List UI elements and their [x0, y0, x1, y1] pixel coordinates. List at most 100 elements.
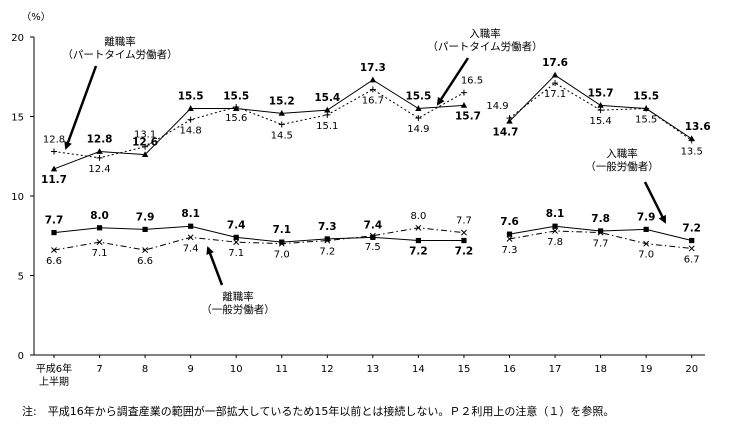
- data-label: 15.7: [588, 87, 614, 99]
- data-label: 14.8: [180, 126, 202, 137]
- plus-marker: [96, 154, 103, 161]
- series-line: [53, 227, 465, 251]
- data-label: 7.1: [92, 248, 108, 259]
- plus-marker: [552, 80, 559, 87]
- x-marker: [369, 232, 376, 239]
- data-label: 8.0: [90, 210, 109, 222]
- triangle-marker: [369, 76, 377, 83]
- series-layer: [50, 71, 695, 254]
- triangle-marker: [187, 105, 194, 111]
- y-tick-label: 0: [18, 351, 24, 362]
- square-marker: [643, 226, 649, 232]
- annotation-2: 入職率（一般労働者）: [585, 147, 667, 224]
- data-label: 7.7: [45, 215, 64, 227]
- square-marker: [96, 225, 103, 231]
- data-label: 7.0: [274, 250, 290, 261]
- data-label: 7.4: [364, 219, 383, 231]
- data-label: 17.1: [544, 89, 566, 100]
- series-1: [50, 71, 695, 172]
- x-tick-label: 13: [366, 364, 379, 375]
- data-label: 12.8: [87, 133, 113, 145]
- data-label: 14.7: [493, 126, 519, 138]
- annotation-text: （一般労働者）: [201, 303, 275, 316]
- x-marker: [96, 239, 103, 246]
- square-marker: [279, 239, 285, 245]
- x-marker: [460, 229, 467, 236]
- series-line: [509, 230, 692, 249]
- data-label: 12.8: [43, 134, 65, 145]
- data-label: 7.7: [593, 239, 609, 250]
- annotation-text: （パートタイム労働者）: [62, 48, 177, 61]
- annotation-text: （一般労働者）: [585, 160, 659, 173]
- data-label: 15.2: [269, 95, 295, 107]
- data-label: 7.8: [591, 213, 610, 225]
- square-marker: [370, 234, 376, 240]
- triangle-marker: [551, 71, 559, 78]
- triangle-marker: [642, 105, 650, 111]
- data-label: 7.1: [228, 248, 244, 259]
- y-axis-label: （%）: [21, 11, 51, 23]
- series-line: [53, 88, 465, 159]
- square-marker: [598, 228, 604, 234]
- triangle-marker: [324, 106, 331, 113]
- x-marker: [597, 229, 604, 236]
- y-tick-label: 10: [11, 192, 24, 203]
- data-label: 7.7: [456, 216, 472, 227]
- square-marker: [415, 237, 421, 244]
- series-2: [51, 223, 695, 245]
- triangle-marker: [506, 117, 513, 124]
- annotation-arrow: [206, 246, 224, 286]
- annotation-arrow: [64, 65, 98, 150]
- annotation-text: 離職率: [222, 290, 254, 303]
- y-tick-label: 20: [11, 33, 24, 44]
- plus-marker: [51, 148, 57, 155]
- annotation-0: 離職率（パートタイム労働者）: [62, 35, 178, 150]
- data-label: 8.0: [410, 211, 426, 222]
- data-label: 13.1: [134, 130, 156, 141]
- square-marker: [506, 231, 513, 237]
- data-label: 7.5: [365, 242, 381, 253]
- data-label: 15.4: [314, 92, 340, 104]
- x-tick-label: 20: [685, 364, 698, 375]
- data-label: 14.9: [486, 101, 508, 112]
- triangle-marker: [96, 148, 103, 154]
- annotation-arrow: [436, 57, 470, 106]
- x-tick-label: 9: [187, 364, 193, 375]
- data-label: 15.5: [178, 91, 204, 103]
- data-label: 11.7: [41, 174, 67, 186]
- data-label: 7.9: [136, 211, 155, 223]
- data-label: 7.2: [455, 246, 474, 258]
- data-label: 7.0: [638, 250, 654, 261]
- annotation-text: 入職率: [606, 147, 638, 160]
- data-label: 14.9: [407, 124, 429, 135]
- annotations-layer: 離職率（パートタイム労働者）入職率（パートタイム労働者）入職率（一般労働者）離職…: [62, 27, 667, 316]
- data-label: 6.6: [46, 256, 62, 267]
- data-label: 13.5: [681, 146, 703, 157]
- annotation-text: （パートタイム労働者）: [427, 40, 542, 53]
- triangle-marker: [597, 101, 604, 108]
- data-label: 7.2: [682, 223, 701, 235]
- plus-marker: [324, 111, 331, 118]
- series-3: [51, 224, 695, 254]
- data-label: 7.6: [500, 216, 519, 228]
- plus-marker: [142, 143, 149, 150]
- x-tick-label: 14: [412, 364, 425, 375]
- x-marker: [643, 240, 650, 247]
- plus-marker: [597, 107, 604, 114]
- y-tick-label: 5: [18, 272, 24, 283]
- data-label: 12.4: [88, 164, 110, 175]
- x-marker: [324, 237, 331, 244]
- x-tick-label: 平成6年: [36, 362, 72, 375]
- triangle-marker: [278, 109, 285, 116]
- data-label: 7.8: [547, 237, 563, 248]
- data-label: 12.6: [132, 137, 158, 149]
- x-tick-label: 19: [640, 364, 653, 375]
- x-tick-label: 15: [458, 364, 471, 375]
- annotation-text: 離職率: [104, 35, 136, 48]
- annotation-3: 離職率（一般労働者）: [201, 246, 275, 316]
- triangle-marker: [415, 105, 422, 111]
- data-label: 15.4: [589, 116, 611, 127]
- data-label: 8.1: [181, 208, 200, 220]
- x-marker: [187, 234, 194, 241]
